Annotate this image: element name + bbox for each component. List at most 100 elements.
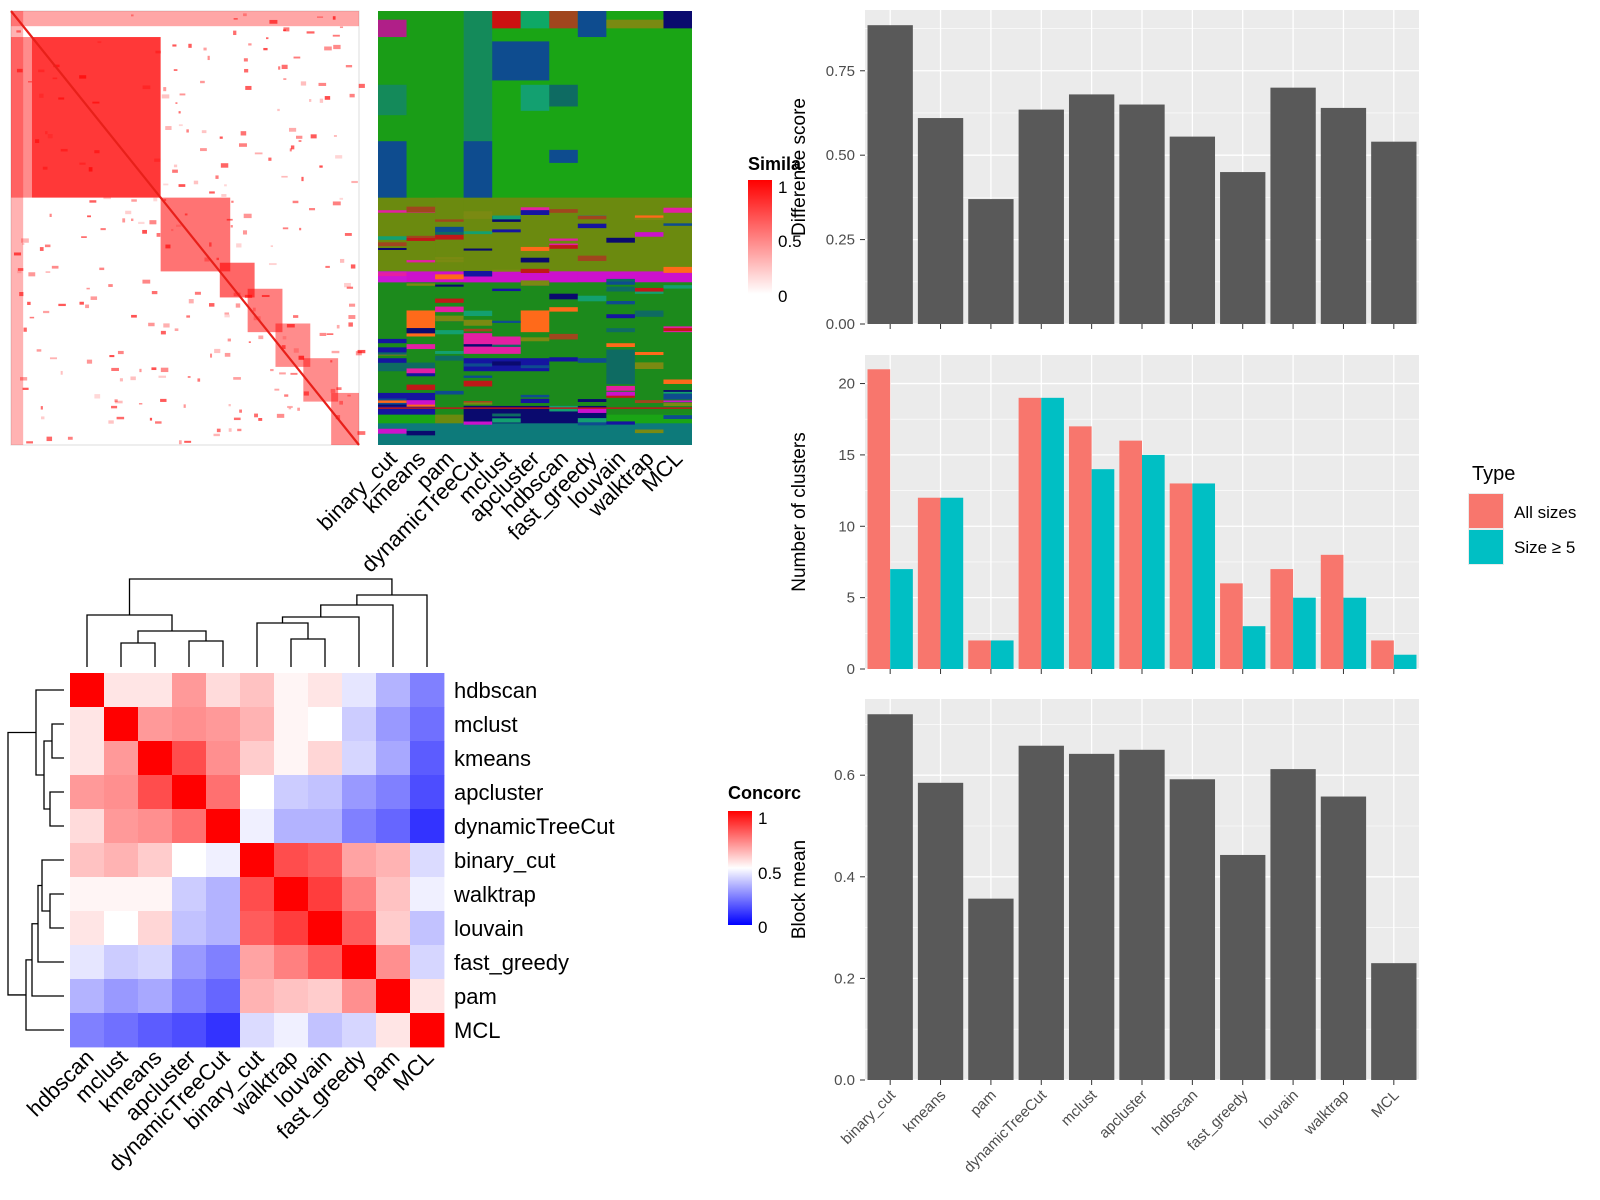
concordance-row-label-mclust: mclust (454, 712, 518, 737)
similarity-cell (357, 431, 366, 435)
concordance-cell-pam-binary_cut (240, 979, 275, 1014)
similarity-cell (90, 296, 98, 300)
membership-cell (378, 247, 407, 251)
concordance-cell-dynamicTreeCut-fast_greedy (342, 809, 377, 844)
similarity-cell (348, 322, 353, 327)
similarity-cell (332, 34, 340, 37)
similarity-cell (215, 175, 219, 179)
concordance-cell-hdbscan-walktrap (274, 673, 309, 708)
bar-kmeans (917, 118, 964, 325)
concordance-cell-louvain-kmeans (138, 911, 173, 946)
y-tick-label: 0.0 (834, 1072, 855, 1089)
concordance-cell-apcluster-mclust (104, 775, 139, 810)
similarity-cell (333, 44, 341, 50)
membership-cell (463, 333, 493, 340)
bar-dynamicTreeCut-size5 (1041, 397, 1064, 669)
similarity-cell (299, 227, 302, 231)
similarity-cell (97, 41, 102, 44)
similarity-cell (288, 127, 297, 132)
similarity-cell (228, 404, 231, 407)
bar-hdbscan (1169, 136, 1216, 324)
similarity-cell (187, 376, 191, 378)
similarity-cell (318, 82, 327, 86)
membership-cell (378, 236, 407, 240)
concordance-cell-pam-hdbscan (70, 979, 105, 1014)
membership-cell (406, 384, 436, 390)
concordance-cell-dynamicTreeCut-walktrap (274, 809, 309, 844)
concordance-cell-dynamicTreeCut-hdbscan (70, 809, 105, 844)
membership-cell (463, 421, 493, 425)
similarity-cell (79, 301, 84, 305)
similarity-cell (114, 400, 123, 404)
concordance-cell-pam-mclust (104, 979, 139, 1014)
similarity-cell (40, 406, 43, 410)
similarity-cell (94, 150, 100, 154)
y-axis-label: Number of clusters (789, 432, 810, 591)
membership-cell (663, 402, 692, 406)
similarity-cell (60, 370, 63, 375)
dendrogram-top-merge-fastgreedy (281, 616, 360, 667)
bar-hdbscan-all-sizes (1169, 483, 1193, 669)
membership-cell (406, 403, 436, 407)
similarity-cell (233, 18, 238, 20)
membership-cell (406, 368, 436, 374)
similarity-cell (155, 421, 162, 424)
dendrogram-top-merge-hdbscan (86, 614, 173, 667)
concordance-cell-dynamicTreeCut-kmeans (138, 809, 173, 844)
concordance-cell-walktrap-hdbscan (70, 877, 105, 912)
membership-cell (378, 338, 407, 344)
membership-cell (634, 400, 664, 404)
membership-cell (634, 352, 664, 356)
membership-cell (663, 207, 692, 213)
concordance-cell-kmeans-kmeans (138, 741, 173, 776)
similarity-block-7 (331, 392, 359, 445)
dendrogram-top-merge-walktrap-louvain (290, 638, 326, 667)
membership-cell (463, 319, 493, 326)
similarity-cell (154, 158, 161, 162)
concordance-cell-louvain-pam (376, 911, 411, 946)
y-tick-label: 20 (838, 376, 855, 393)
concordance-cell-hdbscan-fast_greedy (342, 673, 377, 708)
concordance-cell-pam-fast_greedy (342, 979, 377, 1014)
similarity-cell (13, 252, 22, 256)
similarity-cell (131, 314, 137, 318)
bar-fast_greedy (1220, 172, 1266, 324)
similarity-cell (332, 201, 341, 206)
similarity-cell (306, 31, 315, 34)
similarity-cell (286, 324, 295, 328)
membership-cell (492, 413, 521, 417)
concordance-cell-kmeans-hdbscan (70, 741, 105, 776)
membership-cell (378, 403, 407, 407)
similarity-cell (186, 129, 189, 133)
bar-mclust-size5 (1091, 469, 1115, 669)
bar-binary_cut-all-sizes (867, 369, 891, 669)
dendrogram-top-merge-mcl (356, 594, 428, 667)
similarity-cell (330, 360, 333, 363)
similarity-cell (326, 333, 334, 335)
similarity-cell (254, 152, 263, 155)
similarity-cell (278, 66, 281, 70)
concordance-heatmap-cells (70, 673, 445, 1048)
similarity-cell (348, 315, 356, 319)
concordance-cell-MCL-walktrap (274, 1013, 309, 1048)
membership-cell (406, 235, 436, 240)
similarity-cell (67, 436, 73, 440)
concordance-cell-binary_cut-dynamicTreeCut (206, 843, 241, 878)
bar-mclust (1068, 753, 1115, 1080)
similarity-cell (130, 376, 136, 381)
concordance-cell-pam-louvain (308, 979, 343, 1014)
similarity-cell (333, 135, 337, 137)
membership-cell (549, 307, 578, 312)
similarity-cell (270, 368, 274, 372)
concordance-cell-louvain-dynamicTreeCut (206, 911, 241, 946)
membership-cell (634, 364, 664, 369)
similarity-cell (224, 312, 230, 315)
similarity-cell (186, 315, 191, 318)
similarity-cell (164, 199, 167, 202)
similarity-cell (16, 30, 21, 33)
bar-hdbscan (1169, 779, 1216, 1080)
concordance-cell-MCL-mclust (104, 1013, 139, 1048)
concordance-cell-fast_greedy-apcluster (172, 945, 207, 980)
similarity-cell (39, 247, 44, 251)
concordance-cell-hdbscan-pam (376, 673, 411, 708)
